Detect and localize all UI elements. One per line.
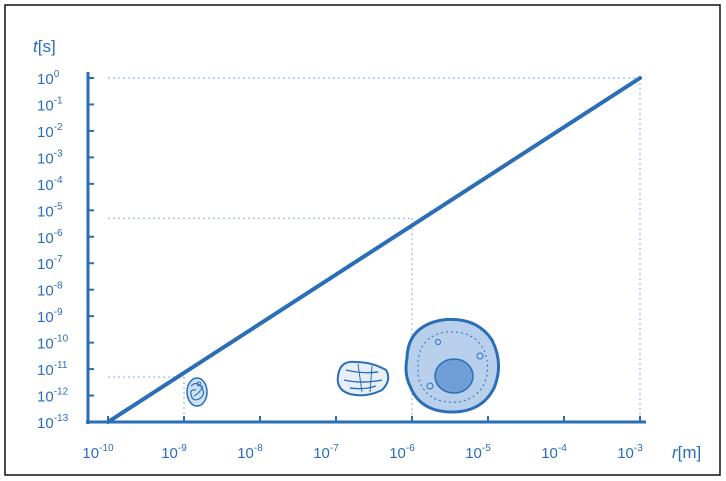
y-tick-label: 10-5 (37, 201, 63, 220)
x-tick-label: 10-9 (161, 443, 187, 462)
molecule-icon (186, 377, 208, 407)
y-tick-label: 10-8 (37, 281, 63, 300)
x-tick-exponent: -6 (406, 443, 415, 454)
x-tick-base: 10 (389, 445, 406, 462)
y-tick-label: 10-13 (37, 413, 69, 432)
y-tick-exponent: -12 (54, 387, 69, 398)
x-tick-exponent: -5 (482, 443, 491, 454)
y-tick-base: 10 (37, 415, 54, 432)
y-tick-label: 10-12 (37, 387, 69, 406)
x-tick-exponent: -3 (634, 443, 643, 454)
tick-layer: 10010-110-210-310-410-510-610-710-810-91… (37, 69, 643, 462)
x-tick-base: 10 (541, 445, 558, 462)
y-tick-label: 10-10 (37, 334, 69, 353)
y-tick-exponent: -9 (54, 307, 63, 318)
y-tick-label: 10-2 (37, 122, 63, 141)
y-tick-base: 10 (37, 283, 54, 300)
x-tick-base: 10 (313, 445, 330, 462)
y-tick-label: 10-1 (37, 95, 63, 114)
x-tick-base: 10 (237, 445, 254, 462)
y-tick-label: 10-4 (37, 175, 63, 194)
x-axis-title: r[m] (672, 443, 701, 462)
guide-layer (108, 77, 641, 422)
y-tick-exponent: -4 (54, 175, 63, 186)
y-axis-unit: [s] (38, 37, 56, 56)
x-tick-base: 10 (82, 445, 99, 462)
x-tick-exponent: -9 (178, 443, 187, 454)
cell-icon (404, 317, 500, 414)
y-axis-var: t (33, 37, 39, 56)
y-axis-title: t[s] (33, 37, 56, 56)
y-tick-base: 10 (37, 389, 54, 406)
x-tick-label: 10-6 (389, 443, 415, 462)
y-tick-base: 10 (37, 256, 54, 273)
y-tick-label: 100 (37, 69, 60, 88)
y-tick-base: 10 (37, 230, 54, 247)
y-tick-exponent: -5 (54, 201, 63, 212)
x-tick-base: 10 (465, 445, 482, 462)
y-tick-exponent: -10 (54, 334, 69, 345)
x-tick-exponent: -8 (254, 443, 263, 454)
y-tick-exponent: -1 (54, 95, 63, 106)
x-tick-label: 10-8 (237, 443, 263, 462)
y-tick-label: 10-11 (37, 360, 68, 379)
y-tick-exponent: -7 (54, 254, 63, 265)
x-tick-label: 10-5 (465, 443, 491, 462)
y-tick-exponent: -8 (54, 281, 63, 292)
x-tick-base: 10 (161, 445, 178, 462)
y-tick-label: 10-3 (37, 148, 63, 167)
x-axis-var: r (672, 443, 679, 462)
illustration-layer (186, 317, 500, 414)
x-tick-label: 10-10 (82, 443, 114, 462)
x-tick-label: 10-7 (313, 443, 339, 462)
y-tick-label: 10-7 (37, 254, 63, 273)
series-line-0 (106, 76, 642, 424)
series-layer (106, 76, 642, 424)
y-tick-exponent: 0 (54, 69, 60, 80)
y-tick-base: 10 (37, 97, 54, 114)
y-tick-base: 10 (37, 124, 54, 141)
y-tick-base: 10 (37, 336, 54, 353)
virus-icon (336, 360, 390, 397)
x-tick-label: 10-4 (541, 443, 567, 462)
y-tick-base: 10 (37, 309, 54, 326)
y-tick-label: 10-9 (37, 307, 63, 326)
y-tick-base: 10 (37, 150, 54, 167)
y-tick-exponent: -11 (54, 360, 68, 371)
y-tick-exponent: -13 (54, 413, 69, 424)
x-tick-base: 10 (617, 445, 634, 462)
x-tick-exponent: -10 (99, 443, 114, 454)
x-axis-unit: [m] (678, 443, 702, 462)
x-tick-exponent: -7 (330, 443, 339, 454)
x-tick-exponent: -4 (558, 443, 567, 454)
y-tick-base: 10 (37, 362, 54, 379)
y-tick-base: 10 (37, 71, 54, 88)
y-tick-base: 10 (37, 203, 54, 220)
y-tick-exponent: -3 (54, 148, 63, 159)
y-tick-base: 10 (37, 177, 54, 194)
y-tick-exponent: -6 (54, 228, 63, 239)
x-tick-label: 10-3 (617, 443, 643, 462)
chart-frame (4, 4, 721, 476)
y-tick-label: 10-6 (37, 228, 63, 247)
y-tick-exponent: -2 (54, 122, 63, 133)
